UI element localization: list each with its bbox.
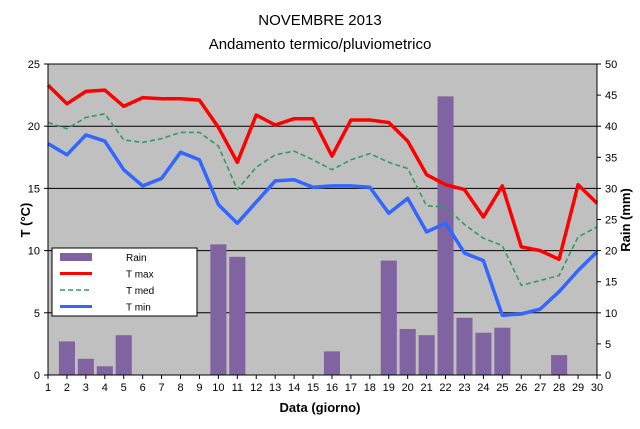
series-line-t-min <box>47 133 599 318</box>
rain-bar <box>494 327 511 375</box>
x-tick-label: 28 <box>553 382 565 394</box>
x-tick-label: 26 <box>515 382 527 394</box>
y-right-tick-label: 40 <box>605 121 617 133</box>
y-right-tick-label: 30 <box>605 183 617 195</box>
x-tick-label: 29 <box>572 382 584 394</box>
x-tick-label: 1 <box>45 382 51 394</box>
x-tick-label: 16 <box>326 382 338 394</box>
rain-bar <box>77 358 94 375</box>
legend-label: T med <box>126 286 154 297</box>
x-tick-label: 22 <box>439 382 451 394</box>
y-left-tick-label: 0 <box>34 370 40 382</box>
y-right-tick-label: 5 <box>605 339 611 351</box>
x-tick-label: 20 <box>402 382 414 394</box>
legend-swatch-rain <box>60 253 92 261</box>
y-axis-left-label: T (°C) <box>18 203 33 238</box>
rain-bar <box>229 256 246 375</box>
y-right-tick-label: 35 <box>605 152 617 164</box>
y-right-tick-label: 0 <box>605 370 611 382</box>
rain-bar <box>115 335 132 375</box>
x-tick-label: 12 <box>250 382 262 394</box>
rain-bar <box>456 317 473 375</box>
legend-label: Rain <box>126 253 147 264</box>
x-tick-label: 8 <box>177 382 183 394</box>
x-tick-label: 23 <box>458 382 470 394</box>
x-tick-label: 7 <box>159 382 165 394</box>
y-right-tick-label: 15 <box>605 277 617 289</box>
y-right-tick-label: 25 <box>605 215 617 227</box>
x-tick-label: 15 <box>307 382 319 394</box>
rain-bar <box>323 351 341 375</box>
x-axis-label: Data (giorno) <box>280 400 361 415</box>
x-tick-label: 3 <box>83 382 89 394</box>
rain-bar <box>380 260 397 375</box>
x-tick-label: 19 <box>383 382 395 394</box>
rain-bar <box>96 366 113 375</box>
y-left-tick-label: 10 <box>28 246 40 258</box>
x-tick-label: 27 <box>534 382 546 394</box>
y-left-tick-label: 25 <box>28 59 40 71</box>
y-axis-right-label: Rain (mm) <box>618 188 633 252</box>
rain-bar <box>399 328 416 375</box>
x-tick-label: 24 <box>477 382 489 394</box>
y-right-tick-label: 10 <box>605 308 617 320</box>
rain-bar <box>475 332 492 375</box>
rain-bar <box>437 96 454 376</box>
x-tick-label: 30 <box>591 382 603 394</box>
legend-label: T min <box>126 303 151 314</box>
x-tick-label: 10 <box>212 382 224 394</box>
y-left-tick-label: 15 <box>28 183 40 195</box>
x-tick-label: 18 <box>364 382 376 394</box>
legend-label: T max <box>126 270 154 281</box>
plot-area <box>47 63 598 376</box>
y-left-tick-label: 5 <box>34 308 40 320</box>
x-tick-label: 21 <box>420 382 432 394</box>
y-right-tick-label: 45 <box>605 90 617 102</box>
rain-bar <box>418 335 435 375</box>
x-tick-label: 2 <box>64 382 70 394</box>
chart-subtitle: Andamento termico/pluviometrico <box>209 36 432 53</box>
x-tick-label: 6 <box>140 382 146 394</box>
series-line-t-med <box>47 113 598 287</box>
x-tick-label: 17 <box>345 382 357 394</box>
x-tick-label: 5 <box>121 382 127 394</box>
rain-bar <box>551 355 568 375</box>
y-right-tick-label: 20 <box>605 246 617 258</box>
x-tick-label: 9 <box>196 382 202 394</box>
rain-bar <box>210 244 227 375</box>
chart-title: NOVEMBRE 2013 <box>258 12 381 29</box>
x-tick-label: 13 <box>269 382 281 394</box>
x-tick-label: 4 <box>102 382 108 394</box>
series-line-t-max <box>46 83 599 262</box>
x-tick-label: 25 <box>496 382 508 394</box>
y-right-tick-label: 50 <box>605 59 617 71</box>
x-tick-label: 14 <box>288 382 300 394</box>
rain-bar <box>58 341 75 375</box>
y-left-tick-label: 20 <box>28 121 40 133</box>
x-tick-label: 11 <box>232 382 243 394</box>
